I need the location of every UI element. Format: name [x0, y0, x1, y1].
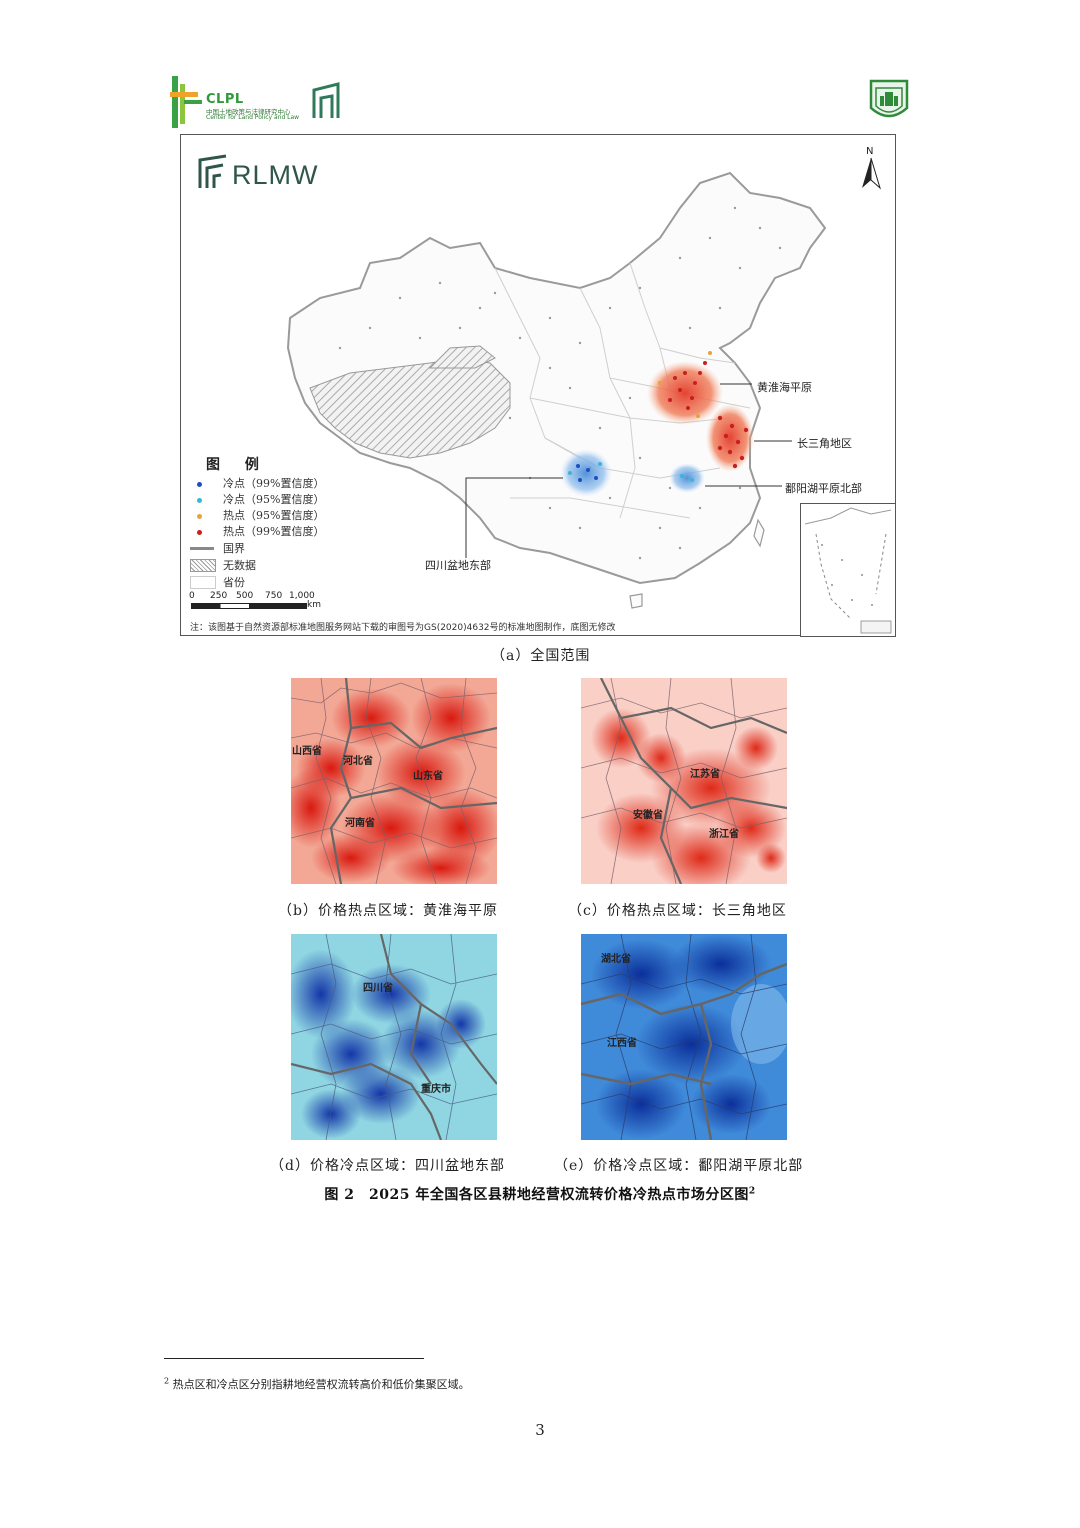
legend-title: 图 例	[206, 457, 269, 473]
north-label: N	[866, 146, 874, 157]
panel-d-sichuan: 四川省 重庆市	[291, 934, 497, 1140]
label-yangtze-delta: 长三角地区	[797, 437, 852, 450]
label-anhui: 安徽省	[633, 810, 663, 821]
label-shanxi: 山西省	[292, 746, 322, 757]
legend-item-border: 国界	[190, 540, 245, 556]
label-huanghuaihai: 黄淮海平原	[757, 381, 812, 394]
china-basemap	[280, 168, 840, 622]
caption-a: （a）全国范围	[491, 648, 591, 664]
south-china-sea-inset	[800, 503, 896, 637]
caption-c: （c）价格热点区域：长三角地区	[568, 903, 787, 919]
label-shandong: 山东省	[413, 771, 443, 782]
caption-d: （d）价格冷点区域：四川盆地东部	[270, 1158, 505, 1174]
rlmw-brand: RLMW	[232, 160, 319, 190]
footnote: 2 热点区和冷点区分别指耕地经营权流转高价和低价集聚区域。	[164, 1376, 470, 1391]
scale-bar: 0 250 500 750 1,000 km	[189, 591, 321, 610]
caption-b: （b）价格热点区域：黄淮海平原	[278, 903, 498, 919]
north-arrow-icon	[858, 146, 884, 192]
label-jiangsu: 江苏省	[690, 769, 720, 780]
legend-item-province: 省份	[190, 574, 245, 590]
clpl-en-name: Center for Land Policy and Law	[206, 114, 300, 121]
legend-item-hot95: 热点（95%置信度）	[197, 507, 324, 523]
rlmw-logo-mark	[197, 154, 229, 194]
university-emblem	[868, 78, 910, 124]
clpl-logo	[170, 72, 350, 130]
footnote-rule	[164, 1358, 424, 1359]
map-note: 注：该图基于自然资源部标准地图服务网站下载的审图号为GS(2020)4632号的…	[190, 623, 616, 633]
label-henan: 河南省	[345, 818, 375, 829]
label-jiangxi: 江西省	[607, 1038, 637, 1049]
label-zhejiang: 浙江省	[709, 829, 739, 840]
label-chongqing: 重庆市	[421, 1084, 451, 1095]
legend-item-cold95: 冷点（95%置信度）	[197, 491, 324, 507]
label-hebei: 河北省	[343, 756, 373, 767]
panel-b-huanghuaihai: 山西省 河北省 山东省 河南省	[291, 678, 497, 884]
page-number: 3	[535, 1421, 545, 1439]
clpl-abbr: CLPL	[206, 92, 244, 107]
figure-title: 图 2 2025 年全国各区县耕地经营权流转价格冷热点市场分区图2	[324, 1186, 756, 1203]
panel-c-yangtze-delta: 江苏省 安徽省 浙江省	[581, 678, 787, 884]
clpl-cn-name: 中国土地政策与法律研究中心	[206, 108, 291, 116]
legend-item-hot99: 热点（99%置信度）	[197, 523, 324, 539]
legend-item-nodata: 无数据	[190, 557, 256, 573]
legend-item-cold99: 冷点（99%置信度）	[197, 475, 324, 491]
label-hubei: 湖北省	[601, 954, 631, 965]
caption-e: （e）价格冷点区域：鄱阳湖平原北部	[554, 1158, 804, 1174]
panel-e-poyang: 湖北省 江西省	[581, 934, 787, 1140]
label-poyang: 鄱阳湖平原北部	[785, 482, 862, 495]
label-sichuan: 四川盆地东部	[425, 559, 491, 572]
label-sichuan-province: 四川省	[363, 983, 393, 994]
